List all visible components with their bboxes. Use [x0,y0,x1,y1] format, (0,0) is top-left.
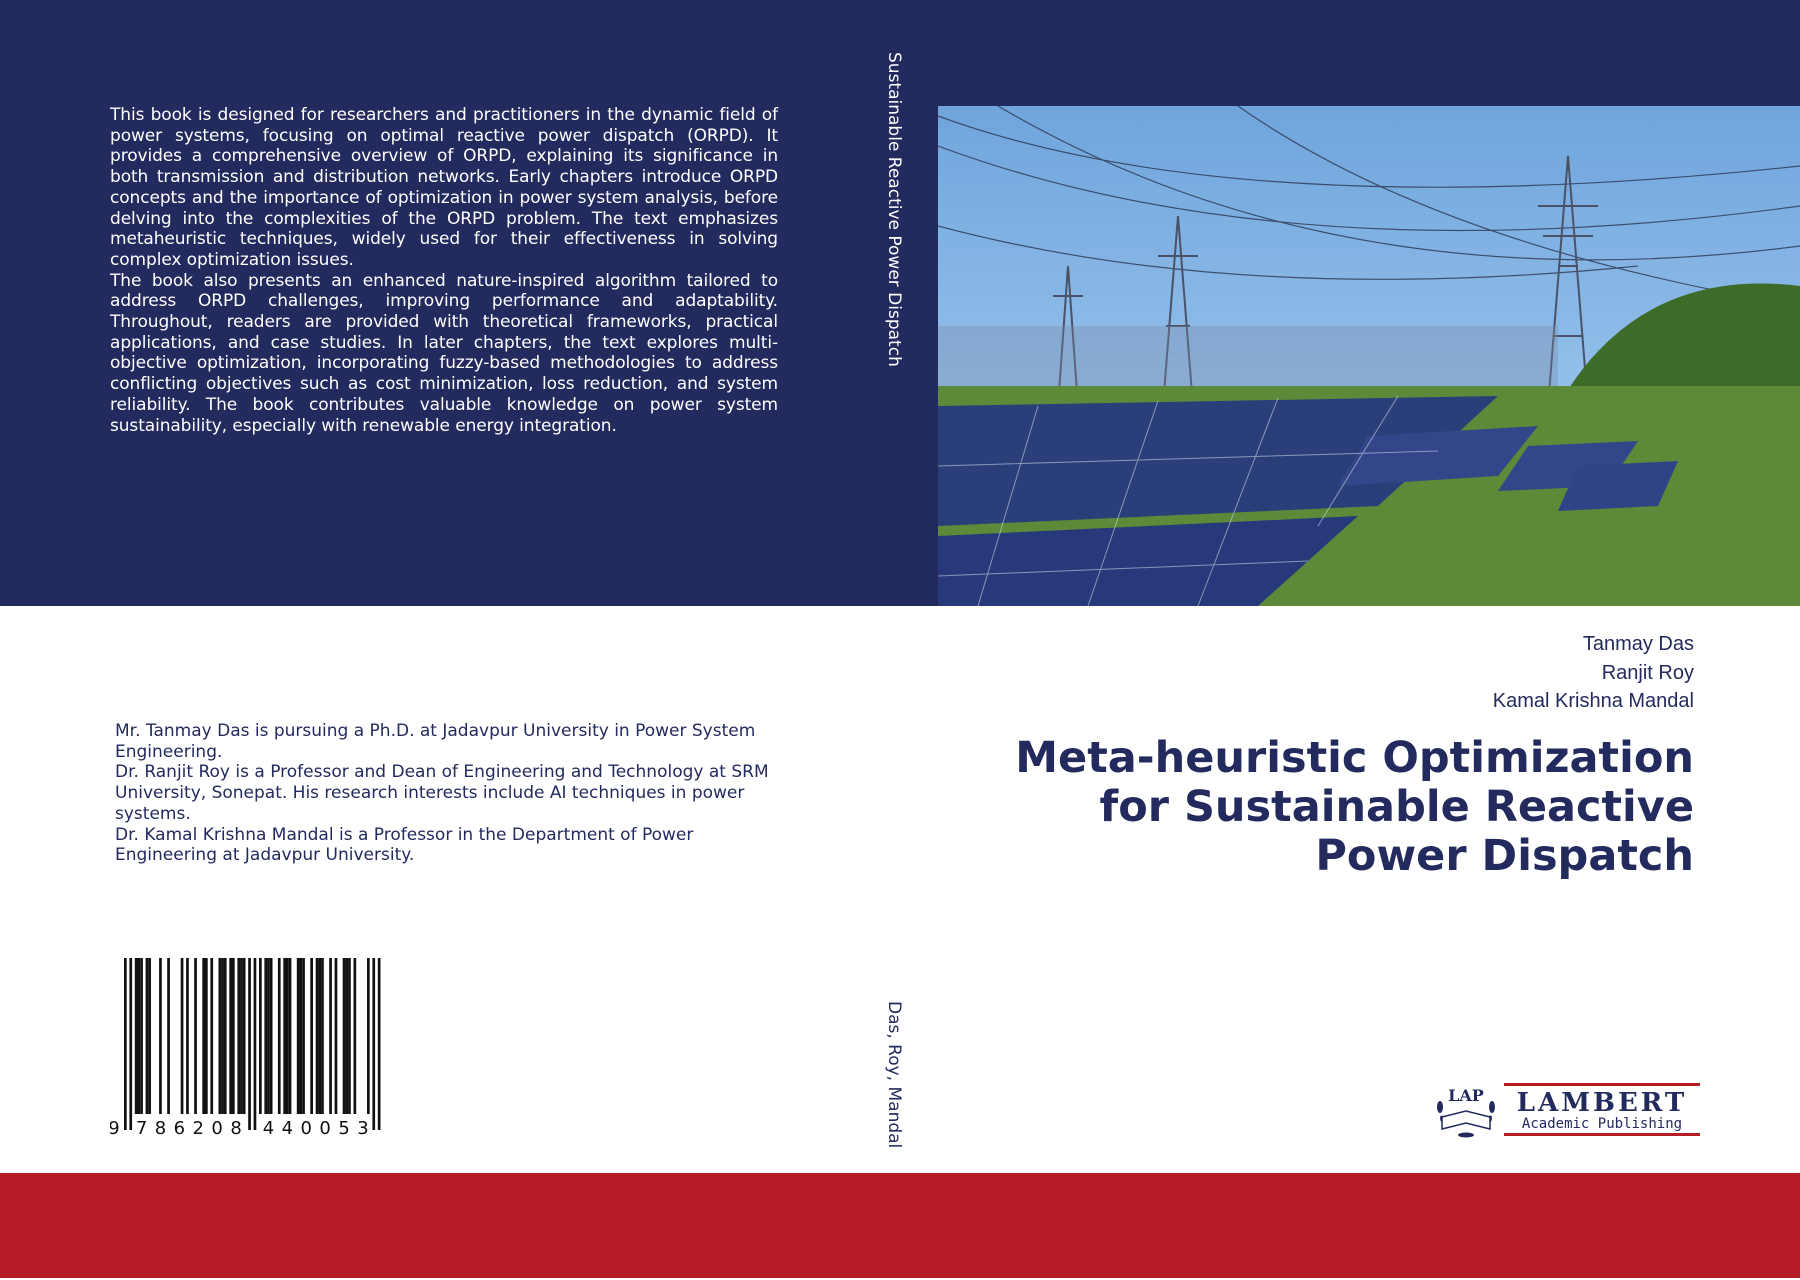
barcode-bar [186,958,189,1114]
author-name: Ranjit Roy [1601,661,1694,684]
barcode-bar [269,958,273,1114]
barcode-bar [148,958,151,1114]
barcode-bar [223,958,227,1114]
barcode-bar [318,958,322,1114]
barcode-bar [372,958,376,1130]
barcode-bar [210,958,214,1114]
author-bios: Mr. Tanmay Das is pursuing a Ph.D. at Ja… [115,721,775,866]
barcode-digit: 8 [230,1118,241,1138]
barcode-digit: 4 [282,1118,293,1138]
barcode-bar [277,958,281,1114]
barcode-bar [348,958,351,1114]
barcode-bar [180,958,184,1114]
lap-badge: LAP [1448,1086,1484,1105]
barcode-bar [218,958,222,1114]
bio: Dr. Ranjit Roy is a Professor and Dean o… [115,762,769,824]
blurb-paragraph: This book is designed for researchers an… [110,105,778,270]
barcode-digit: 3 [357,1118,368,1138]
barcode-bar [321,958,324,1114]
barcode-bar [296,958,300,1114]
barcode-bar [240,958,243,1114]
barcode-digit: 8 [155,1118,166,1138]
barcode-bar [334,958,338,1114]
barcode-digit: 2 [193,1118,204,1138]
barcode-bar [367,958,370,1114]
barcode-bar [342,958,346,1114]
barcode-bar [264,958,268,1114]
barcode-digit: 0 [301,1118,312,1138]
barcode-digit: 7 [136,1118,147,1138]
barcode-bar [288,958,292,1114]
barcode-bar [310,958,313,1114]
barcode-bar [299,958,303,1114]
barcode-bar [167,958,170,1114]
lambert-logo: LAP LAMBERT Academic Publishing [1437,1083,1700,1138]
barcode-bar [124,958,127,1130]
barcode-bar [145,958,149,1114]
spine-authors: Das, Roy, Mandal [884,1001,904,1149]
barcode-bar [205,958,208,1114]
barcode-bar [286,958,289,1114]
barcode-bar [302,958,305,1114]
book-title: Meta-heuristic Optimization for Sustaina… [934,734,1694,881]
barcode-bar [159,958,162,1114]
barcode-bar [345,958,349,1114]
spine-title: Sustainable Reactive Power Dispatch [884,52,904,367]
barcode-bar [137,958,141,1114]
barcode-bar [237,958,241,1114]
barcode-bar [267,958,270,1114]
barcode-digit: 0 [319,1118,330,1138]
publisher-subtitle: Academic Publishing [1522,1116,1682,1132]
barcode-bar [232,958,235,1114]
bio: Dr. Kamal Krishna Mandal is a Professor … [115,824,694,866]
barcode-bar [283,958,286,1114]
barcode-bar [242,958,246,1114]
title-line: for Sustainable Reactive [1099,782,1694,832]
back-cover-blurb: This book is designed for researchers an… [110,105,778,436]
cover-photo [938,106,1800,606]
barcode-bar [202,958,205,1114]
barcode-bar [315,958,319,1114]
barcode-bar [229,958,232,1114]
barcode-bar [248,958,251,1130]
blurb-paragraph: The book also presents an enhanced natur… [110,270,778,436]
barcode-bar [329,958,332,1114]
bio: Mr. Tanmay Das is pursuing a Ph.D. at Ja… [115,721,756,762]
barcode-bar [129,958,133,1130]
author-name: Tanmay Das [1582,633,1694,655]
barcode-bar [134,958,138,1114]
barcode-digit: 0 [211,1118,222,1138]
barcode-bar [253,958,257,1130]
title-line: Power Dispatch [1315,831,1694,881]
barcode-digit: 4 [263,1118,274,1138]
barcode-bar [353,958,357,1114]
publisher-name: LAMBERT [1517,1088,1688,1118]
barcode-bar [221,958,224,1114]
author-name: Kamal Krishna Mandal [1492,690,1694,712]
barcode-digit: 5 [338,1118,349,1138]
barcode-bar [140,958,143,1114]
barcode-digit: 9 [110,1118,120,1138]
barcode-bar [377,958,381,1130]
barcode-bar [259,958,262,1114]
red-band [0,1173,1800,1278]
title-line: Meta-heuristic Optimization [1015,733,1694,783]
barcode-digit: 6 [174,1118,185,1138]
front-authors: Tanmay Das Ranjit Roy Kamal Krishna Mand… [1493,630,1694,716]
barcode-bar [194,958,197,1114]
